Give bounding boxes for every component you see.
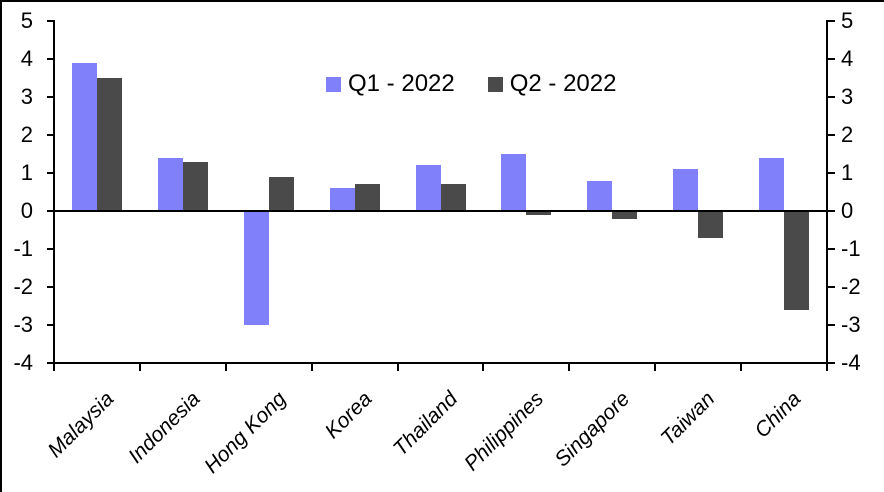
y-tick-right--4 — [828, 362, 835, 364]
y-tick-right-1 — [828, 172, 835, 174]
y-tick-label-right-3: 3 — [841, 84, 854, 109]
y-tick-right-4 — [828, 58, 835, 60]
y-tick-label-left--1: -1 — [13, 236, 33, 261]
bar-q2-china — [784, 211, 810, 310]
x-tick-6 — [568, 364, 571, 371]
y-tick-right--2 — [828, 286, 835, 288]
y-tick-label-right--1: -1 — [841, 236, 861, 261]
y-tick-left--1 — [47, 248, 54, 250]
y-tick-left-0 — [47, 210, 54, 212]
x-category-label-taiwan: Taiwan — [656, 387, 720, 451]
y-tick-label-right-2: 2 — [841, 122, 854, 147]
top-border-line — [0, 0, 884, 2]
bar-q1-hong-kong — [243, 211, 269, 325]
x-category-label-malaysia: Malaysia — [43, 387, 119, 463]
legend-label: Q2 - 2022 — [509, 70, 617, 97]
right-y-axis-line — [826, 20, 828, 364]
y-tick-label-left-0: 0 — [20, 198, 33, 223]
y-tick-left-4 — [47, 58, 54, 60]
legend: Q1 - 2022 Q2 - 2022 — [326, 72, 616, 96]
y-tick-label-left-5: 5 — [20, 8, 33, 33]
y-tick-left--4 — [47, 362, 54, 364]
bar-q2-hong-kong — [268, 176, 294, 211]
bar-q1-malaysia — [71, 62, 97, 211]
bar-q2-indonesia — [182, 161, 208, 211]
q2-2022-swatch-icon — [487, 76, 503, 92]
x-category-label-china: China — [750, 387, 806, 443]
zero-line — [54, 210, 827, 212]
bar-q1-thailand — [415, 165, 441, 211]
bar-q2-philippines — [526, 211, 552, 215]
left-border-line — [0, 0, 2, 492]
q1-2022-swatch-icon — [326, 76, 341, 92]
y-tick-label-left--4: -4 — [13, 350, 33, 375]
legend-item-q2-2022: Q2 - 2022 — [487, 70, 617, 97]
x-category-label-philippines: Philippines — [459, 387, 548, 476]
y-tick-left--3 — [47, 324, 54, 326]
y-tick-label-right--2: -2 — [841, 274, 861, 299]
bar-q1-philippines — [501, 154, 527, 211]
y-tick-right--1 — [828, 248, 835, 250]
y-tick-label-right--3: -3 — [841, 312, 861, 337]
x-category-label-singapore: Singapore — [549, 387, 634, 472]
x-category-label-korea: Korea — [320, 387, 377, 444]
bar-q2-korea — [354, 184, 380, 211]
x-category-label-thailand: Thailand — [388, 387, 463, 461]
y-tick-label-left-1: 1 — [20, 160, 33, 185]
y-tick-label-right-5: 5 — [841, 8, 854, 33]
y-tick-label-left-3: 3 — [20, 84, 33, 109]
y-tick-left-1 — [47, 172, 54, 174]
bar-q1-singapore — [587, 180, 613, 211]
y-tick-right-0 — [828, 210, 835, 212]
bar-q2-malaysia — [96, 78, 122, 211]
legend-item-q1-2022: Q1 - 2022 — [326, 72, 455, 96]
bar-q2-thailand — [440, 184, 466, 211]
x-tick-3 — [310, 364, 313, 371]
y-tick-label-left--2: -2 — [13, 274, 33, 299]
bar-q1-korea — [329, 188, 355, 211]
x-tick-8 — [740, 364, 743, 371]
y-tick-left-2 — [47, 134, 54, 136]
x-tick-5 — [482, 364, 485, 371]
y-tick-right-3 — [828, 96, 835, 98]
x-tick-0 — [53, 364, 55, 371]
bar-q1-indonesia — [157, 157, 183, 211]
bar-q2-taiwan — [698, 211, 724, 238]
y-tick-label-left-2: 2 — [20, 122, 33, 147]
y-tick-label-right--4: -4 — [841, 350, 861, 375]
x-category-label-indonesia: Indonesia — [123, 387, 205, 468]
x-tick-7 — [654, 364, 657, 371]
y-tick-label-left-4: 4 — [20, 46, 33, 71]
x-category-label-hong-kong: Hong Kong — [199, 387, 291, 478]
y-tick-right-2 — [828, 134, 835, 136]
y-tick-right--3 — [828, 324, 835, 326]
x-tick-2 — [224, 364, 227, 371]
y-tick-label-right-4: 4 — [841, 46, 854, 71]
x-tick-1 — [138, 364, 141, 371]
y-tick-label-left--3: -3 — [13, 312, 33, 337]
left-y-axis-line — [53, 20, 55, 364]
y-tick-label-right-0: 0 — [841, 198, 854, 223]
legend-label: Q1 - 2022 — [348, 70, 455, 97]
y-tick-left-5 — [47, 20, 54, 22]
y-tick-left-3 — [47, 96, 54, 98]
y-tick-label-right-1: 1 — [841, 160, 854, 185]
y-tick-left--2 — [47, 286, 54, 288]
bar-q2-singapore — [612, 211, 638, 219]
bar-q1-taiwan — [673, 169, 699, 211]
bar-q1-china — [759, 157, 785, 211]
x-tick-9 — [826, 364, 828, 371]
x-tick-4 — [396, 364, 399, 371]
y-tick-right-5 — [828, 20, 835, 22]
x-axis-line — [53, 362, 828, 364]
